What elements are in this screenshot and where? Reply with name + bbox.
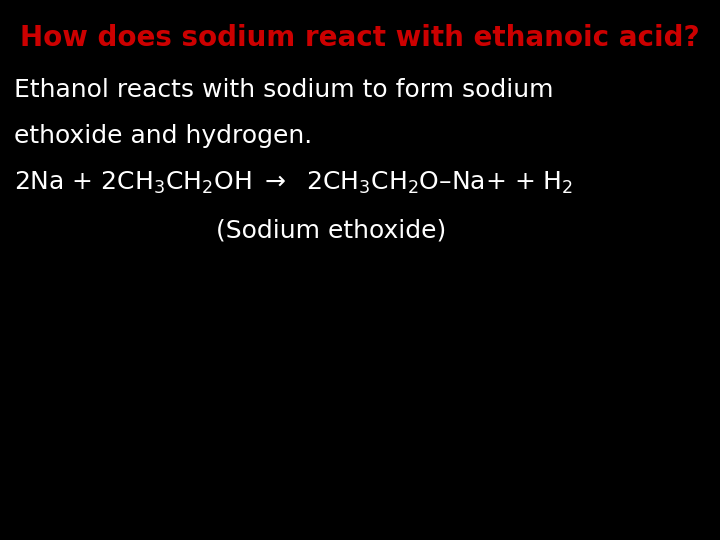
Text: Ethanol reacts with sodium to form sodium: Ethanol reacts with sodium to form sodiu… — [14, 78, 554, 102]
Text: How does sodium react with ethanoic acid?: How does sodium react with ethanoic acid… — [20, 24, 700, 52]
Text: (Sodium ethoxide): (Sodium ethoxide) — [216, 219, 446, 242]
Text: ethoxide and hydrogen.: ethoxide and hydrogen. — [14, 124, 312, 148]
Text: 2Na + 2CH$_3$CH$_2$OH $\rightarrow$  2CH$_3$CH$_2$O–Na+ + H$_2$: 2Na + 2CH$_3$CH$_2$OH $\rightarrow$ 2CH$… — [14, 170, 574, 197]
